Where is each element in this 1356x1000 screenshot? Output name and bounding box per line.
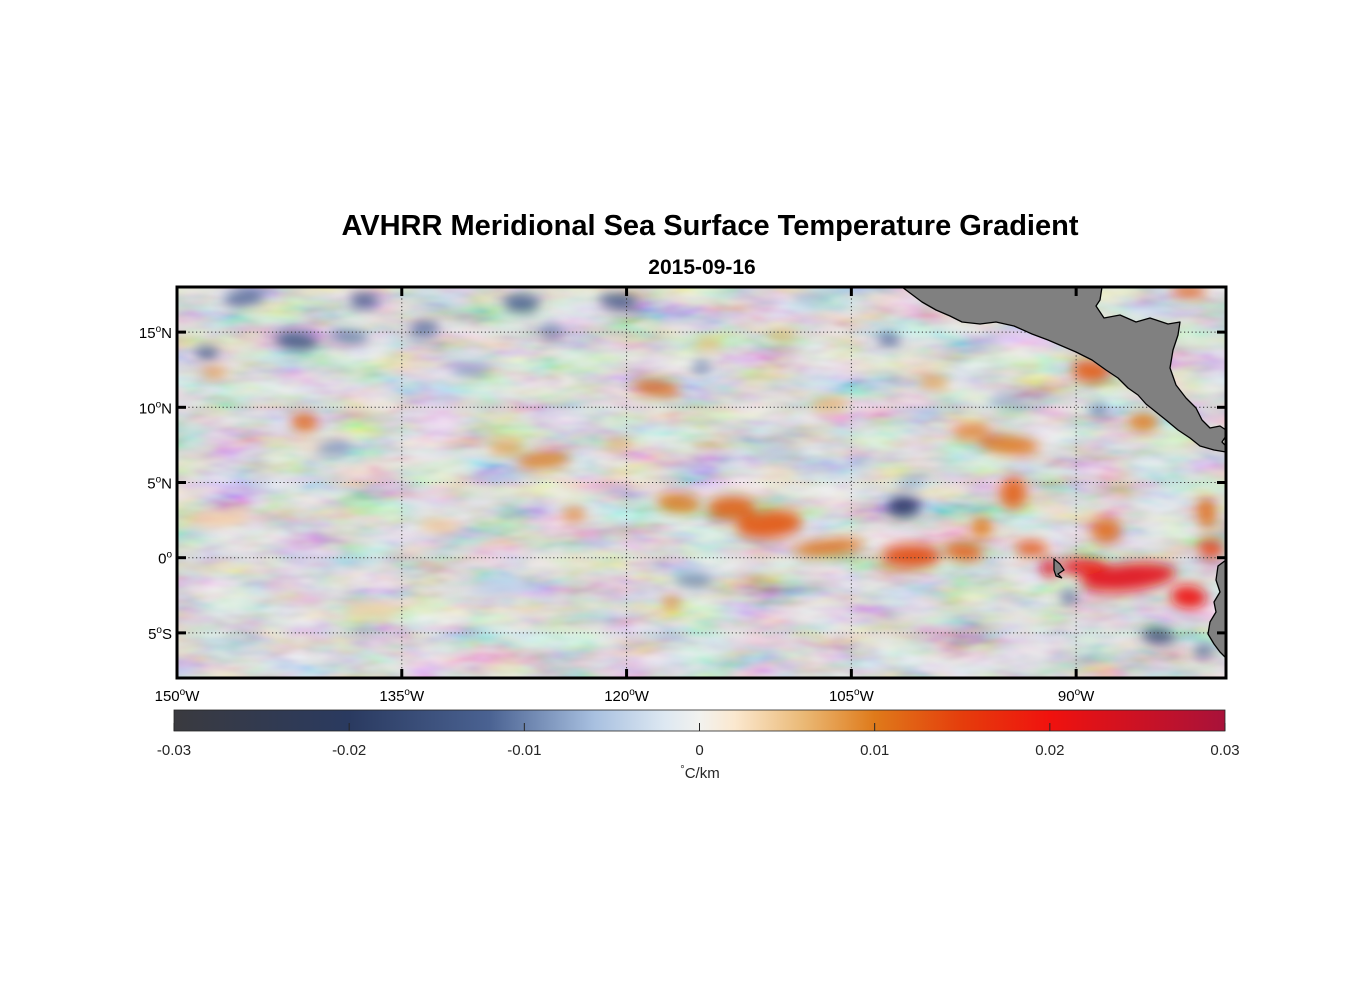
gradient-feature — [692, 360, 711, 373]
gradient-feature — [503, 294, 540, 313]
gradient-feature — [793, 538, 865, 556]
gradient-feature — [674, 574, 714, 587]
gradient-feature — [539, 326, 564, 339]
gradient-feature — [999, 476, 1027, 510]
gradient-feature — [604, 438, 635, 448]
gradient-feature — [1170, 584, 1207, 609]
gradient-feature — [1128, 413, 1159, 432]
gradient-feature — [1142, 628, 1176, 644]
latitude-labels: 15oN 10oN 5oN 0o 5oS — [139, 324, 173, 643]
gradient-feature — [887, 496, 921, 518]
gradient-feature — [202, 368, 227, 378]
longitude-labels: 150oW 135oW 120oW 105oW 90oW — [155, 687, 1096, 705]
colorbar-unit-label: °C/km — [680, 764, 719, 782]
gradient-feature — [349, 293, 380, 308]
colorbar: -0.03 -0.02 -0.01 0 0.01 0.02 0.03 °C/km — [157, 709, 1240, 782]
gradient-feature — [768, 330, 799, 340]
gradient-feature — [1091, 518, 1122, 543]
gradient-feature — [1061, 590, 1077, 603]
colorbar-tick-label: 0.01 — [860, 742, 889, 759]
gradient-feature — [707, 496, 756, 521]
map-area — [177, 287, 1226, 678]
gradient-feature — [754, 445, 799, 459]
gradient-feature — [195, 347, 219, 360]
gradient-feature — [1059, 559, 1108, 575]
longitude-label: 135oW — [379, 687, 425, 705]
gradient-feature — [1197, 497, 1216, 528]
gradient-feature — [192, 510, 252, 527]
latitude-label: 5oN — [147, 475, 172, 493]
latitude-label: 10oN — [139, 399, 172, 417]
colorbar-tick-label: 0.02 — [1035, 742, 1064, 759]
longitude-label: 120oW — [604, 687, 650, 705]
gradient-feature — [656, 494, 702, 513]
gradient-feature — [944, 542, 984, 561]
gradient-feature — [736, 510, 802, 539]
gradient-feature — [290, 413, 318, 432]
latitude-label: 15oN — [139, 324, 172, 342]
colorbar-tick-labels: -0.03 -0.02 -0.01 0 0.01 0.02 0.03 — [157, 742, 1240, 759]
gradient-feature — [990, 393, 1027, 406]
gradient-feature — [1197, 539, 1225, 558]
gradient-feature — [662, 596, 681, 609]
gradient-feature — [275, 331, 318, 351]
gradient-feature — [488, 441, 525, 454]
gradient-feature — [978, 435, 1039, 455]
colorbar-tick-label: 0.03 — [1210, 742, 1239, 759]
gradient-feature — [793, 292, 835, 306]
latitude-label: 0o — [158, 550, 172, 568]
gradient-feature — [517, 451, 571, 468]
colorbar-tick-label: -0.03 — [157, 742, 191, 759]
longitude-label: 105oW — [829, 687, 875, 705]
land-galapagos — [1053, 557, 1065, 579]
land-central-america — [901, 287, 1226, 453]
gradient-feature — [329, 330, 369, 343]
colorbar-tick-label: -0.02 — [332, 742, 366, 759]
colorbar-ticks — [173, 723, 1226, 731]
gradient-feature — [341, 602, 402, 618]
latitude-label: 5oS — [148, 625, 172, 643]
gradient-feature — [316, 441, 353, 455]
gradient-feature — [562, 508, 587, 521]
gradient-feature — [1170, 287, 1207, 298]
gradient-feature — [953, 423, 990, 440]
gradient-feature — [599, 294, 639, 310]
gradient-feature — [876, 333, 901, 346]
gradient-feature — [1041, 559, 1057, 578]
gradient-feature — [409, 321, 440, 337]
colorbar-tick-label: -0.01 — [507, 742, 541, 759]
longitude-label: 150oW — [155, 687, 201, 705]
map-title: AVHRR Meridional Sea Surface Temperature… — [341, 210, 1078, 242]
map-ticks — [175, 287, 1226, 678]
gradient-feature — [1194, 644, 1213, 657]
gradient-feature — [469, 579, 530, 596]
gradient-feature — [694, 339, 724, 349]
gradient-feature — [223, 289, 266, 306]
longitude-label: 90oW — [1058, 687, 1095, 705]
gradient-feature — [1089, 404, 1108, 417]
colorbar-tick-label: 0 — [695, 742, 703, 759]
gradient-feature — [918, 375, 949, 388]
gradient-feature — [971, 517, 993, 539]
gradient-feature — [1014, 541, 1048, 557]
gradient-feature — [881, 544, 942, 569]
gradient-features — [192, 287, 1225, 657]
gradient-feature — [632, 379, 681, 396]
gradient-feature — [449, 363, 489, 377]
map-subtitle: 2015-09-16 — [648, 256, 755, 279]
gradient-feature — [418, 519, 461, 533]
